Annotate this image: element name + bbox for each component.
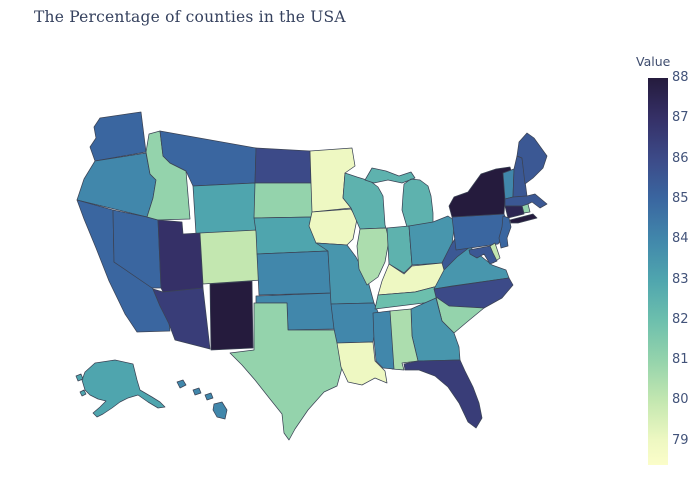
colorbar-tick-label: 88 [672,70,689,85]
state-co[interactable] [199,229,263,285]
state-oh[interactable] [408,215,456,266]
state-la[interactable] [336,341,388,386]
state-wy[interactable] [192,182,259,235]
colorbar-tick-label: 83 [672,271,689,287]
state-vt[interactable] [502,168,515,200]
state-md[interactable] [468,245,498,265]
colorbar-tick-label: 86 [672,150,689,166]
colorbar-tick-label: 81 [672,352,689,368]
state-mo[interactable] [315,242,375,305]
state-az[interactable] [152,287,211,350]
state-sd[interactable] [253,182,315,219]
colorbar-tick-label: 80 [672,392,689,408]
colorbar-tick-label: 85 [672,190,689,206]
colorbar-gradient [648,78,668,465]
state-mi[interactable] [364,167,434,228]
state-hi[interactable] [176,379,228,420]
states-layer [75,111,548,441]
state-ia[interactable] [308,208,358,246]
colorbar-tick-label: 87 [672,110,689,126]
colorbar-tick-label: 84 [672,231,689,247]
state-in[interactable] [386,225,413,274]
chart-title: The Percentage of counties in the USA [34,8,346,26]
state-ct[interactable] [504,205,525,219]
state-nm[interactable] [209,280,254,351]
colorbar-tick-label: 82 [672,311,689,327]
state-ar[interactable] [330,302,379,344]
state-wa[interactable] [89,111,147,162]
state-pa[interactable] [451,213,508,251]
state-nj[interactable] [498,215,512,249]
state-nd[interactable] [254,147,312,184]
colorbar-title: Value [636,54,671,69]
colorbar-tick-label: 79 [672,432,689,448]
state-me[interactable] [516,132,548,185]
state-ms[interactable] [372,310,395,370]
state-ks[interactable] [256,250,332,296]
state-fl[interactable] [403,359,483,429]
state-ak[interactable] [75,359,166,418]
